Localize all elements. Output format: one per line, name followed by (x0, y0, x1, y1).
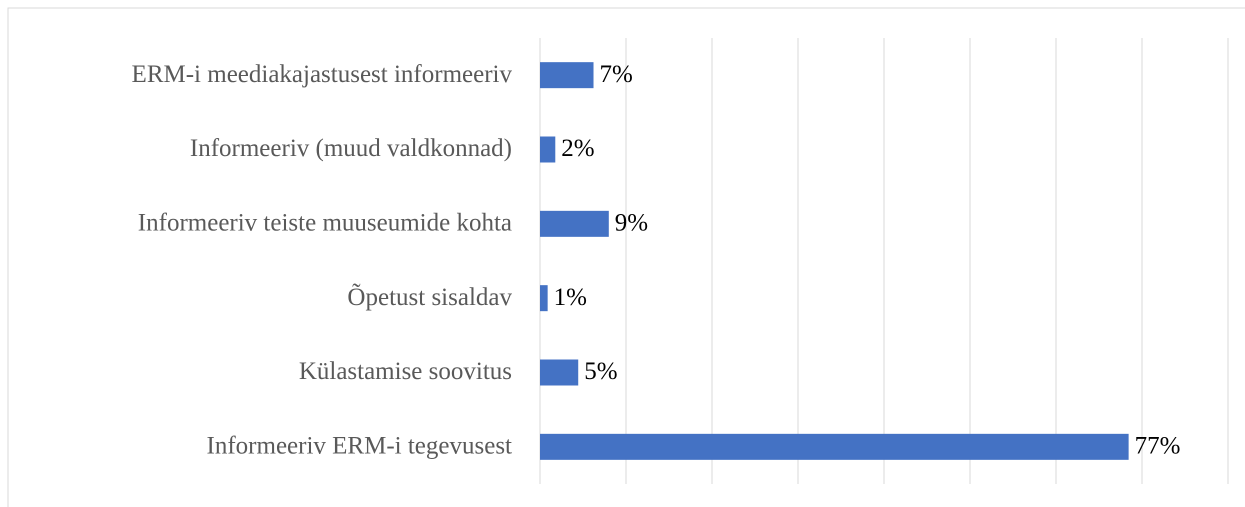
bar (540, 433, 1129, 460)
category-label: Informeeriv (muud valdkonnad) (190, 135, 512, 162)
category-label: Külastamise soovitus (299, 358, 512, 385)
chart-border (7, 7, 1245, 507)
bar (540, 136, 556, 163)
bar (540, 210, 609, 237)
value-label: 5% (584, 358, 617, 385)
value-label: 1% (554, 284, 587, 311)
value-label: 77% (1135, 433, 1181, 460)
category-label: Informeeriv teiste muuseumide kohta (138, 210, 512, 237)
bar (540, 285, 548, 312)
value-label: 9% (615, 210, 648, 237)
value-label: 7% (600, 61, 633, 88)
category-label: Õpetust sisaldav (347, 283, 512, 311)
category-label: ERM-i meediakajastusest informeeriv (132, 61, 513, 88)
category-label: Informeeriv ERM-i tegevusest (207, 433, 513, 460)
value-label: 2% (561, 135, 594, 162)
bar (540, 62, 594, 89)
bar (540, 359, 579, 386)
